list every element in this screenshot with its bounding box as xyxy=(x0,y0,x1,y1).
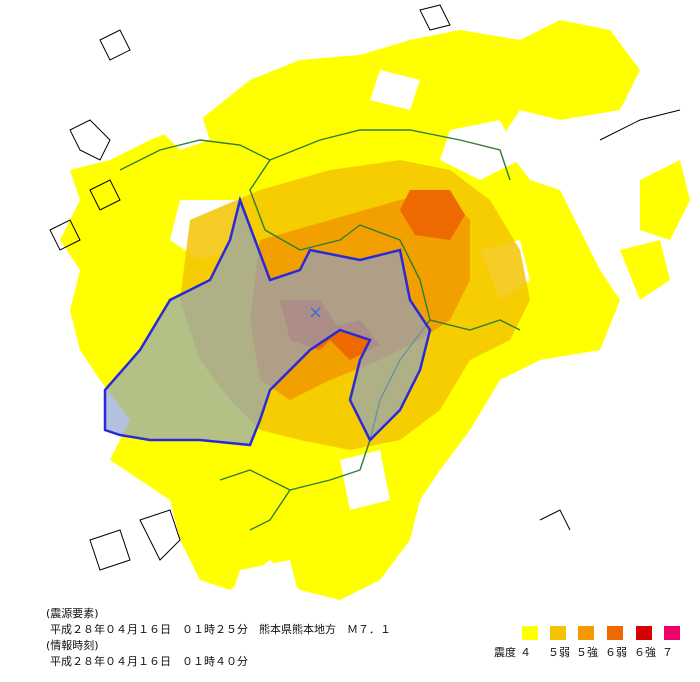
time-heading: (情報時刻) xyxy=(46,639,99,652)
legend-label: ４ xyxy=(520,646,531,659)
legend-label: ７ xyxy=(662,646,673,659)
legend-swatch xyxy=(578,626,594,640)
kumamoto-region xyxy=(103,195,432,447)
legend-label: ６弱 xyxy=(605,646,627,659)
time-line: 平成２８年０４月１６日 ０１時４０分 xyxy=(50,655,248,668)
legend-label: ５弱 xyxy=(548,646,570,659)
coastlines xyxy=(49,4,681,571)
legend-swatch xyxy=(664,626,680,640)
epicenter-marker: × xyxy=(308,302,323,323)
legend-label: ５強 xyxy=(576,646,598,659)
legend-title: 震度 xyxy=(494,646,516,659)
legend-swatch xyxy=(550,626,566,640)
legend-swatch xyxy=(607,626,623,640)
legend-label: ６強 xyxy=(634,646,656,659)
source-line: 平成２８年０４月１６日 ０１時２５分 熊本県熊本地方 Ｍ７．１ xyxy=(50,623,391,636)
legend-swatch xyxy=(636,626,652,640)
seismic-intensity-map: × xyxy=(49,4,690,600)
legend-swatch xyxy=(522,626,538,640)
source-heading: (震源要素) xyxy=(46,607,99,620)
info-block: (震源要素) 平成２８年０４月１６日 ０１時２５分 熊本県熊本地方 Ｍ７．１ (… xyxy=(46,606,391,670)
intensity-legend: 震度 ４ ５弱 ５強 ６弱 ６強 ７ xyxy=(488,626,688,666)
